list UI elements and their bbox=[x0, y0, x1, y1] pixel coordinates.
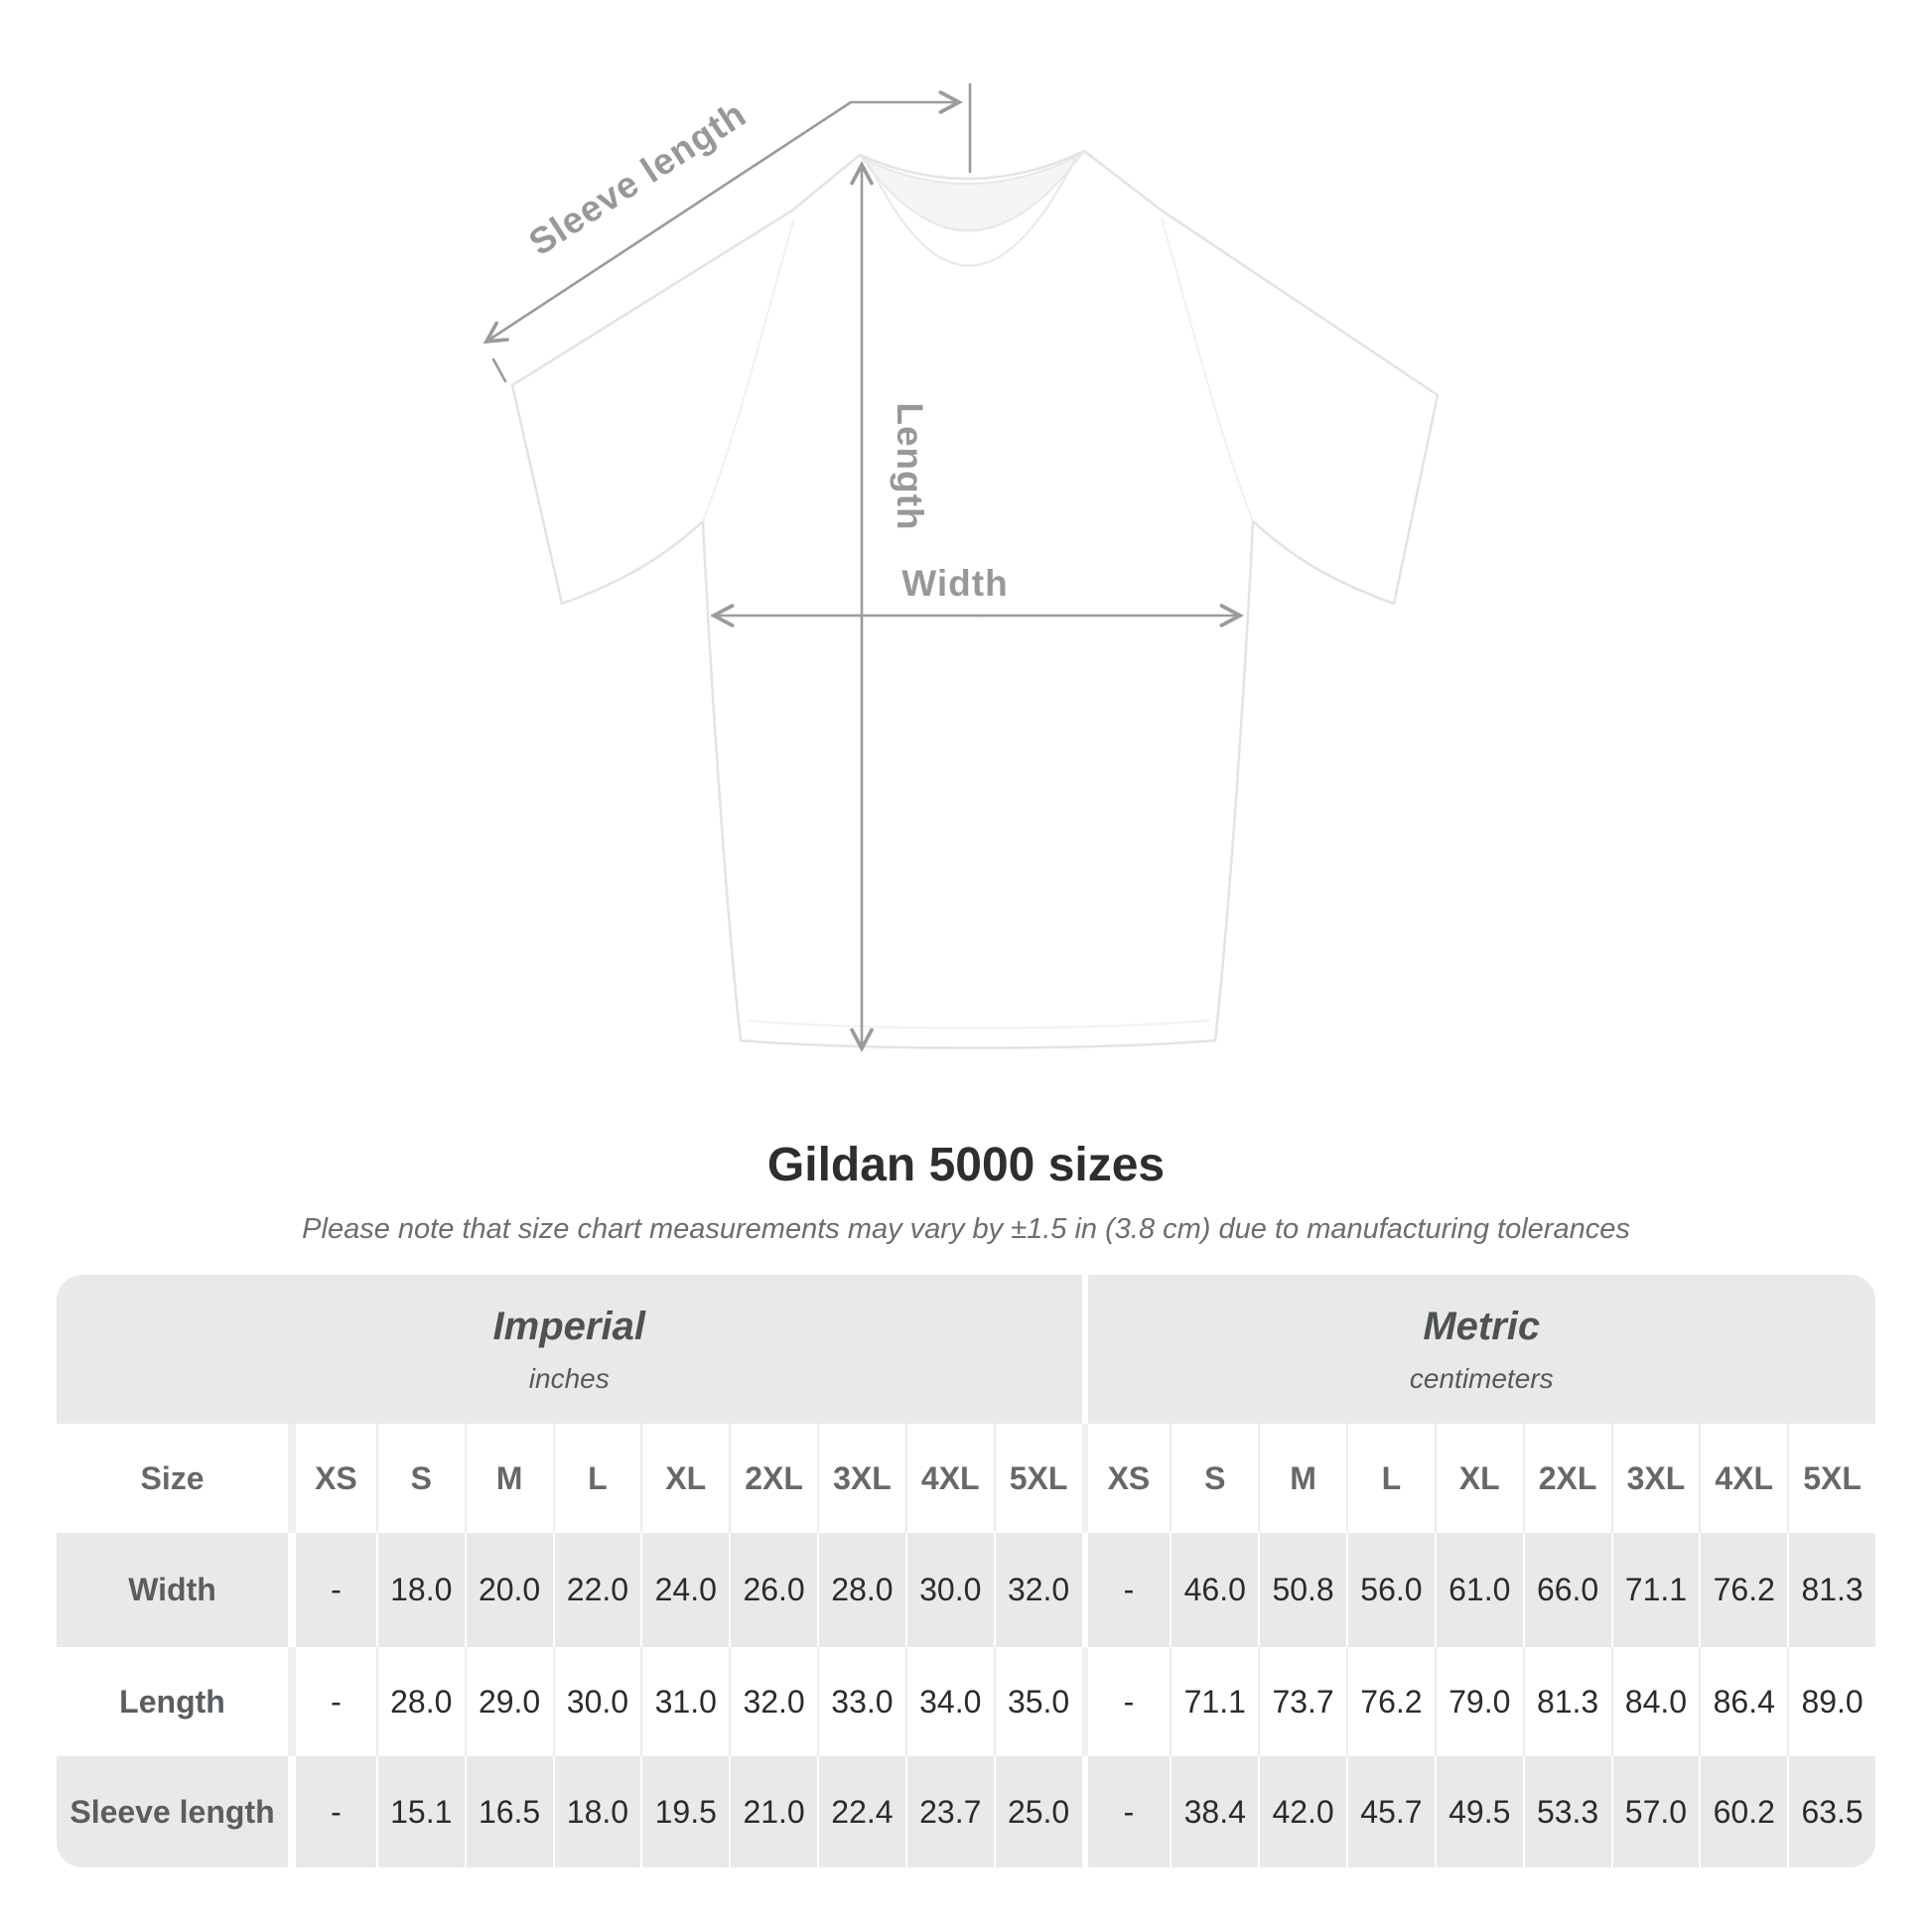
cell-imperial-length-xl: 31.0 bbox=[640, 1647, 730, 1756]
size-header-metric-2xl: 2XL bbox=[1522, 1424, 1611, 1533]
cell-metric-width-5xl: 81.3 bbox=[1787, 1533, 1875, 1647]
cell-imperial-sleeve-length-l: 18.0 bbox=[552, 1756, 641, 1867]
sleeve-length-label: Sleeve length bbox=[522, 93, 754, 263]
size-header-metric-4xl: 4XL bbox=[1699, 1424, 1788, 1533]
size-header-metric-xl: XL bbox=[1434, 1424, 1523, 1533]
cell-metric-sleeve-length-3xl: 57.0 bbox=[1610, 1756, 1700, 1867]
tshirt-silhouette bbox=[510, 149, 1440, 1049]
cell-metric-length-l: 76.2 bbox=[1346, 1647, 1435, 1756]
size-header-imperial-2xl: 2XL bbox=[729, 1424, 817, 1533]
cell-imperial-length-m: 29.0 bbox=[464, 1647, 553, 1756]
cell-imperial-width-l: 22.0 bbox=[552, 1533, 641, 1647]
cell-metric-width-2xl: 66.0 bbox=[1522, 1533, 1611, 1647]
length-arrow: Length bbox=[862, 165, 930, 1048]
cell-metric-sleeve-length-xl: 49.5 bbox=[1434, 1756, 1523, 1867]
cell-metric-sleeve-length-5xl: 63.5 bbox=[1787, 1756, 1875, 1867]
cell-imperial-length-3xl: 33.0 bbox=[817, 1647, 905, 1756]
cell-metric-sleeve-length-s: 38.4 bbox=[1170, 1756, 1259, 1867]
cell-imperial-sleeve-length-xs: - bbox=[288, 1756, 376, 1867]
cell-metric-length-xl: 79.0 bbox=[1434, 1647, 1523, 1756]
cell-imperial-width-m: 20.0 bbox=[464, 1533, 553, 1647]
row-label-width: Width bbox=[57, 1533, 288, 1647]
cell-metric-length-2xl: 81.3 bbox=[1522, 1647, 1611, 1756]
cell-metric-width-l: 56.0 bbox=[1346, 1533, 1435, 1647]
collar bbox=[859, 150, 1085, 267]
cell-metric-width-3xl: 71.1 bbox=[1610, 1533, 1700, 1647]
cell-imperial-sleeve-length-xl: 19.5 bbox=[640, 1756, 730, 1867]
size-header-imperial-m: M bbox=[464, 1424, 553, 1533]
size-header-metric-5xl: 5XL bbox=[1787, 1424, 1875, 1533]
size-header-metric-m: M bbox=[1258, 1424, 1346, 1533]
size-header-imperial-3xl: 3XL bbox=[817, 1424, 905, 1533]
size-header-imperial-l: L bbox=[552, 1424, 641, 1533]
cell-imperial-sleeve-length-4xl: 23.7 bbox=[904, 1756, 994, 1867]
cell-imperial-length-l: 30.0 bbox=[552, 1647, 641, 1756]
row-label-length: Length bbox=[57, 1647, 288, 1756]
unit-group-metric: Metric centimeters bbox=[1081, 1275, 1875, 1424]
cell-imperial-width-4xl: 30.0 bbox=[904, 1533, 994, 1647]
page-title: Gildan 5000 sizes bbox=[766, 1139, 1166, 1191]
size-header-imperial-4xl: 4XL bbox=[904, 1424, 994, 1533]
unit-group-imperial-sublabel: inches bbox=[528, 1362, 610, 1394]
hem-stitch bbox=[746, 1020, 1210, 1030]
row-label-sleeve-length: Sleeve length bbox=[57, 1756, 288, 1867]
cell-metric-sleeve-length-m: 42.0 bbox=[1258, 1756, 1346, 1867]
size-header-metric-xs: XS bbox=[1081, 1424, 1171, 1533]
cell-imperial-sleeve-length-s: 15.1 bbox=[375, 1756, 465, 1867]
width-arrow: Width bbox=[714, 563, 1240, 616]
unit-group-imperial: Imperial inches bbox=[57, 1275, 1082, 1424]
cell-metric-sleeve-length-4xl: 60.2 bbox=[1699, 1756, 1788, 1867]
left-sleeve-seam bbox=[702, 217, 795, 522]
cell-metric-length-s: 71.1 bbox=[1170, 1647, 1259, 1756]
cell-imperial-width-xl: 24.0 bbox=[640, 1533, 730, 1647]
cell-imperial-width-5xl: 32.0 bbox=[993, 1533, 1082, 1647]
length-label: Length bbox=[890, 402, 930, 530]
size-chart-grid: Imperial inches Metric centimeters Size X… bbox=[57, 1275, 1875, 1867]
cell-metric-sleeve-length-xs: - bbox=[1081, 1756, 1171, 1867]
cell-imperial-sleeve-length-5xl: 25.0 bbox=[993, 1756, 1082, 1867]
cell-metric-sleeve-length-2xl: 53.3 bbox=[1522, 1756, 1611, 1867]
cell-imperial-sleeve-length-3xl: 22.4 bbox=[817, 1756, 905, 1867]
cell-metric-width-xl: 61.0 bbox=[1434, 1533, 1523, 1647]
cell-metric-length-5xl: 89.0 bbox=[1787, 1647, 1875, 1756]
size-header-metric-3xl: 3XL bbox=[1610, 1424, 1700, 1533]
size-header-imperial-xs: XS bbox=[288, 1424, 376, 1533]
cell-imperial-width-2xl: 26.0 bbox=[729, 1533, 817, 1647]
cell-imperial-length-s: 28.0 bbox=[375, 1647, 465, 1756]
size-header-imperial-xl: XL bbox=[640, 1424, 730, 1533]
cell-metric-length-4xl: 86.4 bbox=[1699, 1647, 1788, 1756]
cell-metric-width-4xl: 76.2 bbox=[1699, 1533, 1788, 1647]
cell-imperial-width-3xl: 28.0 bbox=[817, 1533, 905, 1647]
cell-imperial-width-xs: - bbox=[288, 1533, 376, 1647]
size-column-header: Size bbox=[57, 1424, 288, 1533]
cell-imperial-length-5xl: 35.0 bbox=[993, 1647, 1082, 1756]
unit-group-metric-label: Metric bbox=[1423, 1304, 1541, 1348]
page-subtitle: Please note that size chart measurements… bbox=[302, 1213, 1630, 1245]
size-header-metric-l: L bbox=[1346, 1424, 1435, 1533]
cell-metric-length-m: 73.7 bbox=[1258, 1647, 1346, 1756]
size-header-imperial-5xl: 5XL bbox=[993, 1424, 1082, 1533]
cell-metric-width-xs: - bbox=[1081, 1533, 1171, 1647]
cell-imperial-length-4xl: 34.0 bbox=[904, 1647, 994, 1756]
cell-imperial-length-2xl: 32.0 bbox=[729, 1647, 817, 1756]
right-sleeve-seam bbox=[1161, 217, 1254, 522]
cell-metric-length-xs: - bbox=[1081, 1647, 1171, 1756]
cell-imperial-sleeve-length-m: 16.5 bbox=[464, 1756, 553, 1867]
cell-metric-width-s: 46.0 bbox=[1170, 1533, 1259, 1647]
size-header-imperial-s: S bbox=[375, 1424, 465, 1533]
cell-imperial-sleeve-length-2xl: 21.0 bbox=[729, 1756, 817, 1867]
cell-imperial-width-s: 18.0 bbox=[375, 1533, 465, 1647]
cell-imperial-length-xs: - bbox=[288, 1647, 376, 1756]
size-header-metric-s: S bbox=[1170, 1424, 1259, 1533]
cell-metric-sleeve-length-l: 45.7 bbox=[1346, 1756, 1435, 1867]
width-label: Width bbox=[901, 563, 1008, 604]
cell-metric-length-3xl: 84.0 bbox=[1610, 1647, 1700, 1756]
tshirt-measurement-diagram: Sleeve length Length Width bbox=[0, 82, 1440, 1122]
cell-metric-width-m: 50.8 bbox=[1258, 1533, 1346, 1647]
unit-group-imperial-label: Imperial bbox=[492, 1304, 645, 1348]
unit-group-metric-sublabel: centimeters bbox=[1409, 1362, 1554, 1394]
